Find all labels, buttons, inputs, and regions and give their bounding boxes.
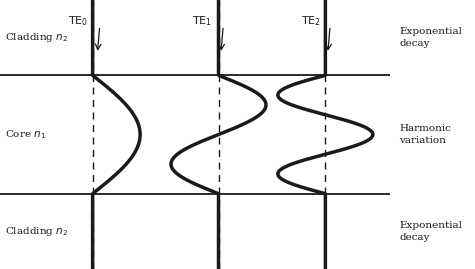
Text: Exponential
decay: Exponential decay [399,221,462,242]
Text: Cladding $n_2$: Cladding $n_2$ [5,31,68,44]
Text: $\mathrm{TE}_1$: $\mathrm{TE}_1$ [192,15,212,29]
Text: Harmonic
variation: Harmonic variation [399,124,451,145]
Text: Core $n_1$: Core $n_1$ [5,128,46,141]
Text: Exponential
decay: Exponential decay [399,27,462,48]
Text: $\mathrm{TE}_2$: $\mathrm{TE}_2$ [301,15,321,29]
Text: $\mathrm{TE}_0$: $\mathrm{TE}_0$ [68,15,88,29]
Text: Cladding $n_2$: Cladding $n_2$ [5,225,68,238]
